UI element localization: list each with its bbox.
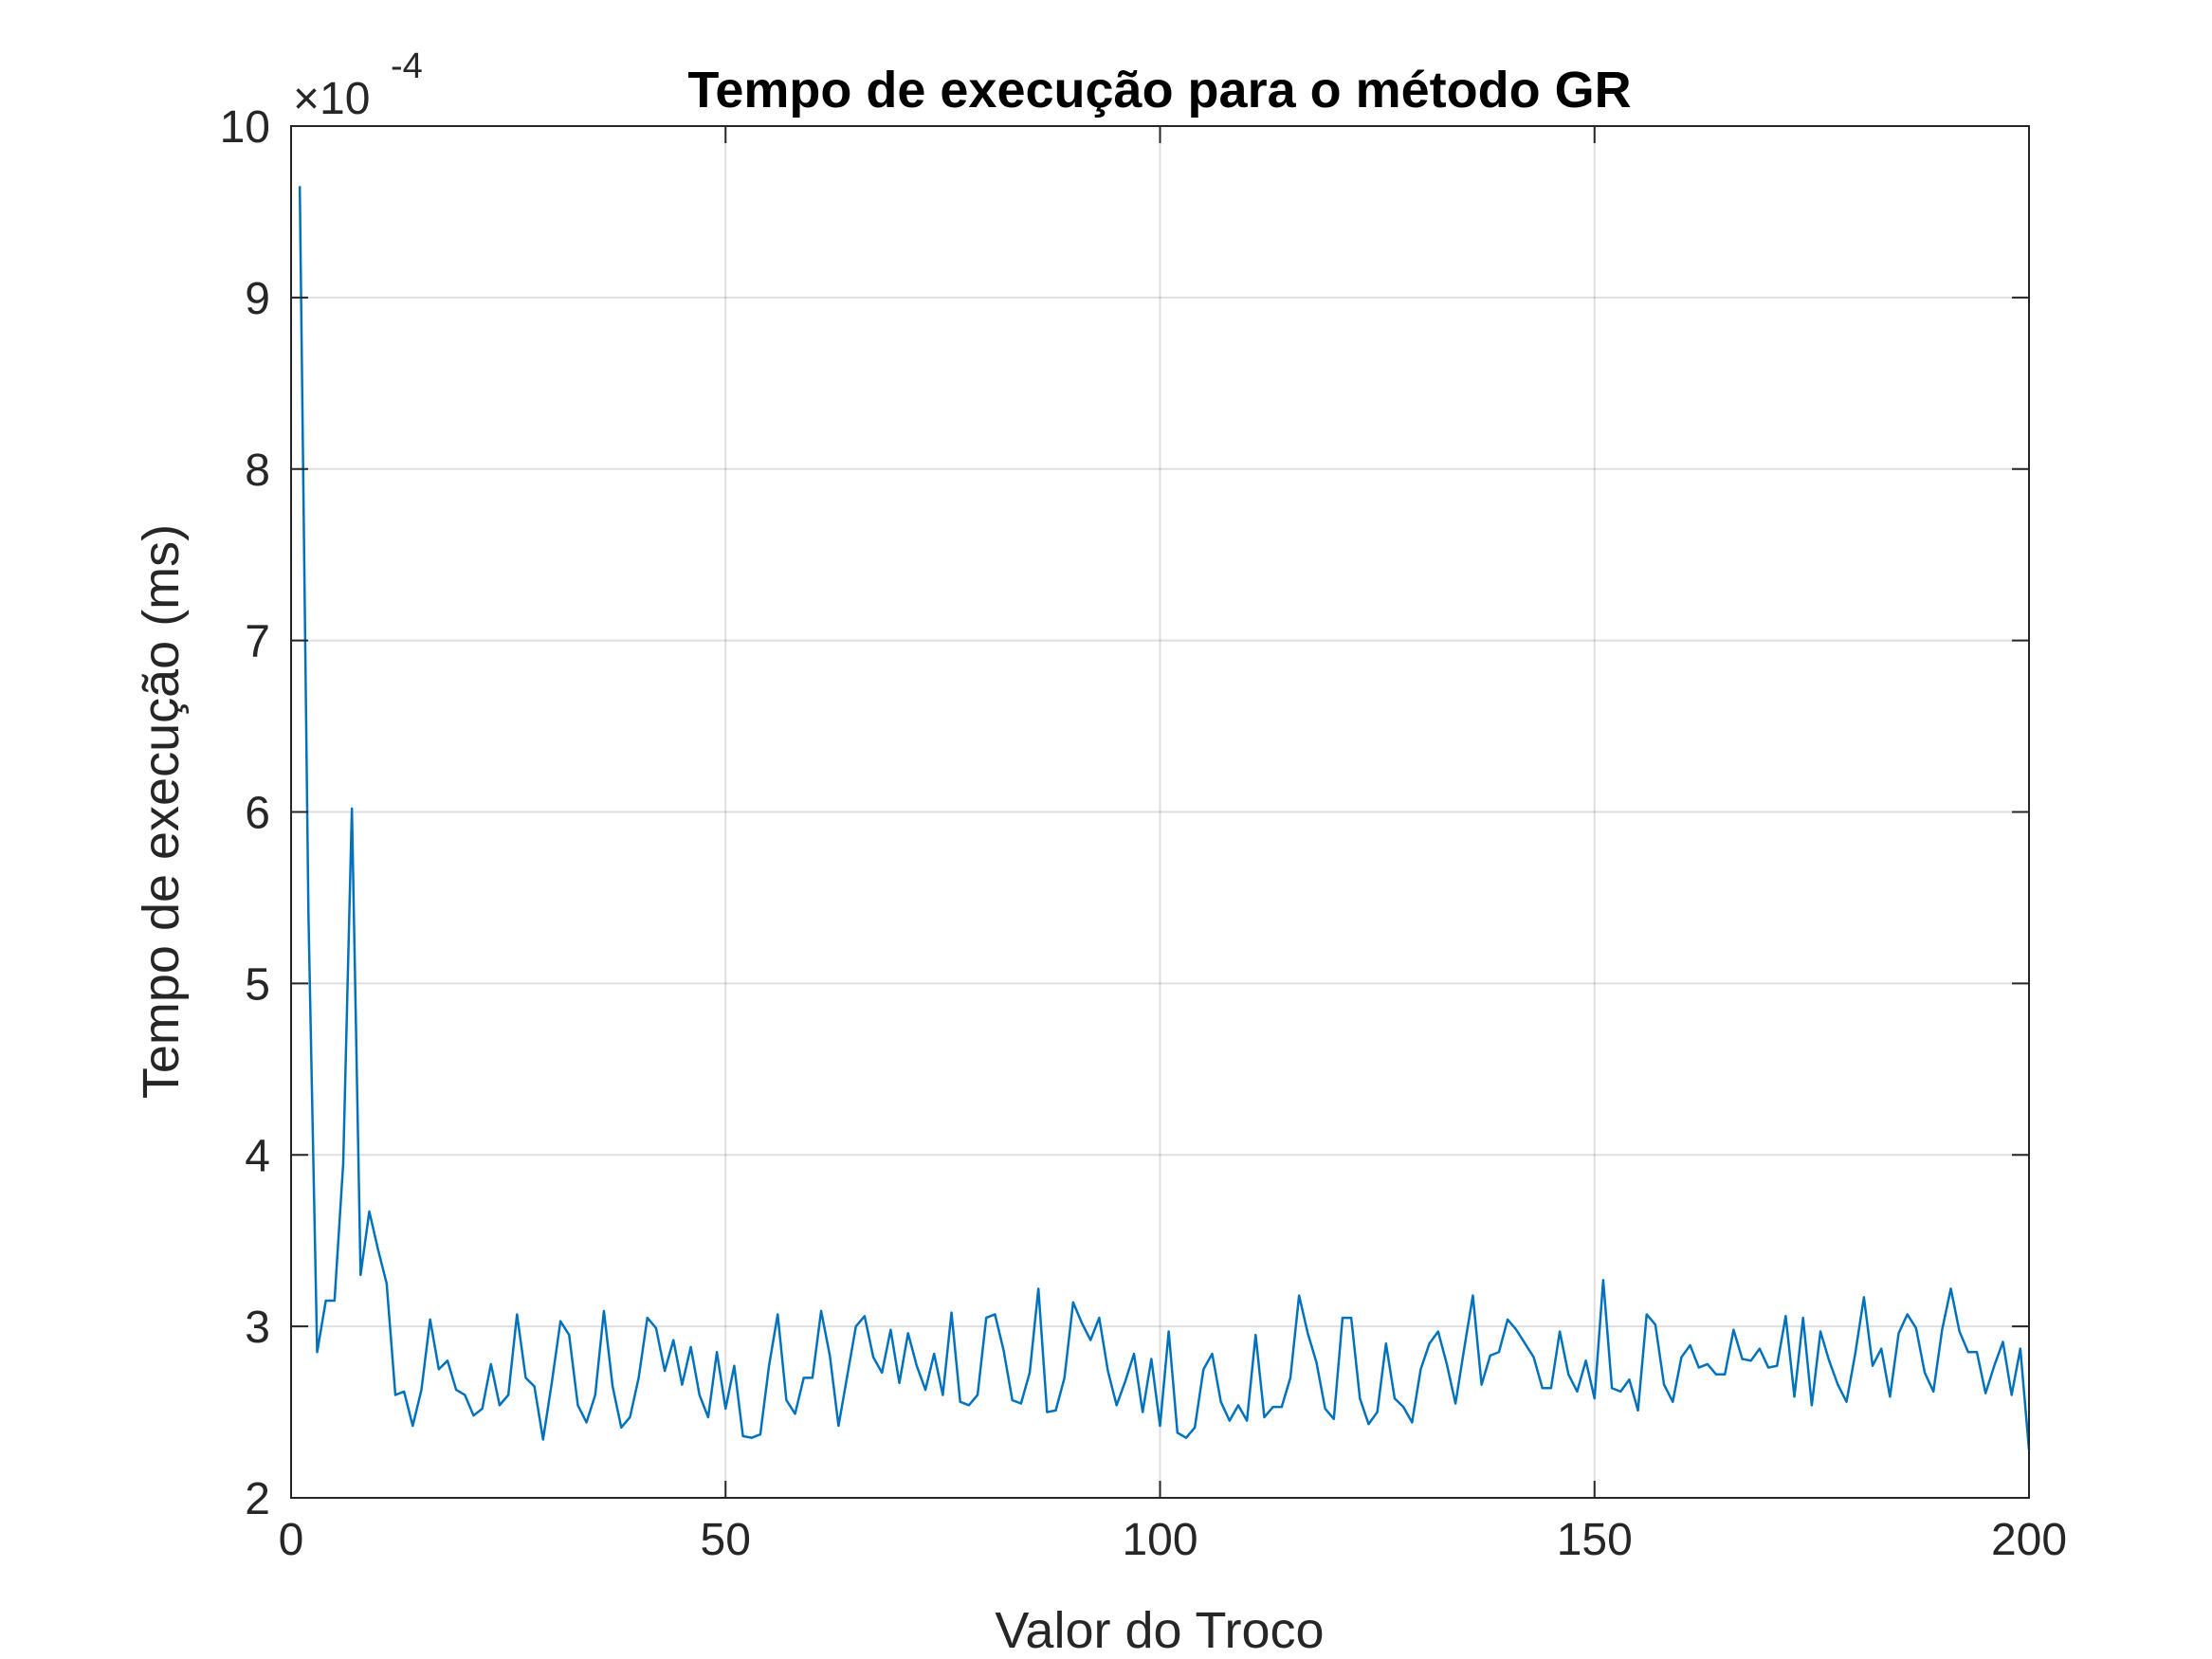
x-tick-label: 50 [701, 1515, 751, 1565]
y-gridlines [291, 296, 2029, 1328]
y-tick-label: 5 [245, 959, 270, 1010]
series-line [298, 186, 2031, 1450]
x-tick-label: 150 [1557, 1515, 1633, 1565]
chart-title: Tempo de execução para o método GR [687, 62, 1631, 118]
y-exponent-power: -4 [391, 46, 423, 86]
y-axis-label: Tempo de execução (ms) [133, 524, 190, 1099]
y-tick-label: 8 [245, 446, 270, 496]
y-tick-label: 4 [245, 1131, 270, 1181]
x-gridlines [724, 126, 1596, 1498]
series-group [298, 186, 2031, 1450]
x-tick-label: 100 [1122, 1515, 1197, 1565]
y-tick-label: 2 [245, 1474, 270, 1524]
plot-area [291, 126, 2029, 1498]
y-tick-label: 9 [245, 274, 270, 324]
x-axis-label: Valor do Troco [995, 1602, 1324, 1659]
x-ticks: 0 50 100 150 200 [279, 126, 2067, 1565]
x-tick-label: 200 [1991, 1515, 2067, 1565]
y-tick-label: 10 [220, 102, 270, 153]
y-tick-label: 7 [245, 617, 270, 667]
y-exponent-base: ×10 [293, 74, 370, 124]
y-ticks: 2 3 4 5 6 7 8 9 10 [220, 102, 2029, 1524]
y-tick-label: 6 [245, 789, 270, 839]
y-tick-label: 3 [245, 1303, 270, 1353]
x-tick-label: 0 [279, 1515, 304, 1565]
